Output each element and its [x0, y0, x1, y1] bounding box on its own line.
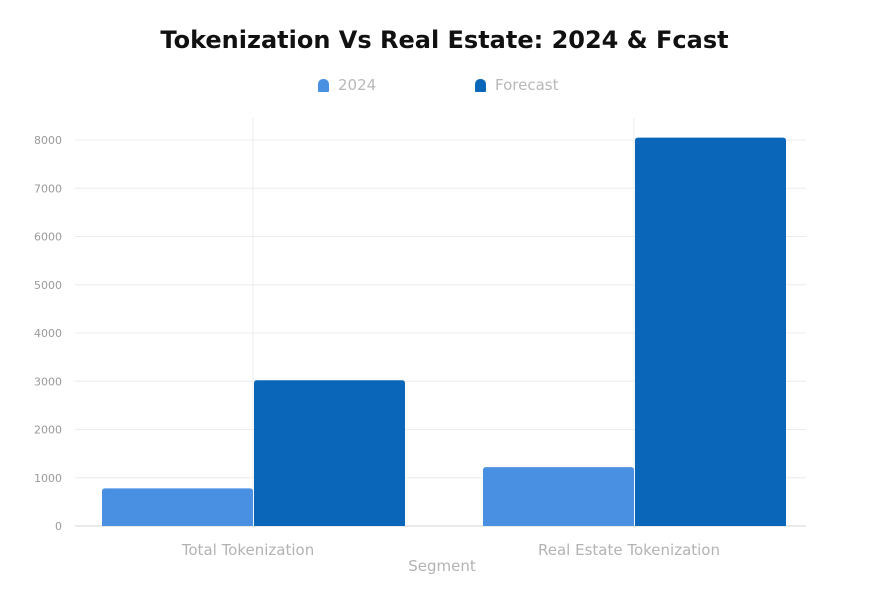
y-tick-label-4000: 4000 — [34, 327, 62, 340]
legend-item-2024[interactable]: 2024 — [318, 76, 376, 94]
y-tick-label-3000: 3000 — [34, 375, 62, 388]
x-category-label-1: Real Estate Tokenization — [538, 541, 720, 559]
bar-2024-1[interactable] — [483, 467, 634, 526]
y-tick-label-8000: 8000 — [34, 134, 62, 147]
bar-forecast-1[interactable] — [635, 137, 786, 526]
y-tick-label-7000: 7000 — [34, 182, 62, 195]
y-tick-label-2000: 2000 — [34, 424, 62, 437]
legend-swatch-2024 — [318, 78, 329, 92]
chart-title: Tokenization Vs Real Estate: 2024 & Fcas… — [160, 26, 729, 54]
y-tick-label-0: 0 — [55, 520, 62, 533]
bar-2024-0[interactable] — [102, 488, 253, 526]
legend-swatch-forecast — [475, 78, 486, 92]
axes: 0 1000 2000 3000 4000 5000 6000 7000 8000 Total T… — [34, 134, 720, 575]
y-tick-label-5000: 5000 — [34, 279, 62, 292]
legend-label-forecast: Forecast — [495, 76, 559, 94]
y-tick-label-1000: 1000 — [34, 472, 62, 485]
y-tick-label-6000: 6000 — [34, 231, 62, 244]
x-category-label-0: Total Tokenization — [181, 541, 314, 559]
legend-item-forecast[interactable]: Forecast — [475, 76, 558, 94]
x-axis-title: Segment — [408, 557, 476, 575]
legend: 2024 Forecast — [0, 76, 889, 98]
legend-label-2024: 2024 — [338, 76, 377, 94]
bars — [102, 137, 786, 526]
bar-forecast-0[interactable] — [254, 380, 405, 526]
